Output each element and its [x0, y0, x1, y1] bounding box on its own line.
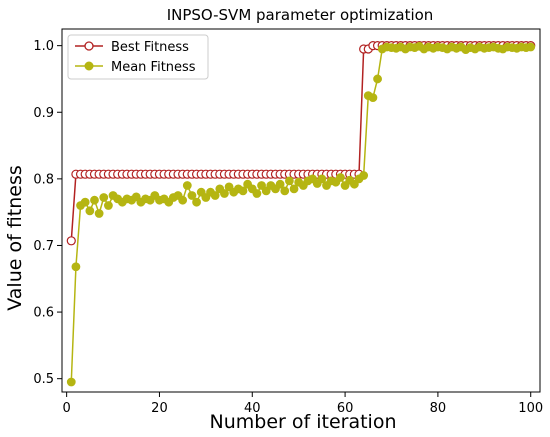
x-tick-label: 20 — [151, 401, 168, 416]
y-tick-label: 0.8 — [33, 172, 54, 187]
mean-fitness-point — [94, 209, 104, 218]
mean-fitness-point — [220, 189, 229, 198]
legend-best-fitness-label: Best Fitness — [111, 40, 189, 55]
x-tick-label: 0 — [63, 401, 71, 416]
mean-fitness-point — [178, 195, 188, 205]
mean-fitness-point — [104, 201, 113, 210]
y-tick-label: 0.7 — [33, 239, 54, 254]
mean-fitness-point — [192, 197, 201, 207]
mean-fitness-point — [99, 193, 109, 202]
best-fitness-point — [66, 236, 76, 246]
mean-fitness-point — [359, 171, 369, 180]
mean-fitness-point — [182, 181, 192, 190]
mean-fitness-point — [280, 186, 290, 196]
legend: Best Fitness Mean Fitness — [67, 34, 209, 80]
mean-fitness-point — [317, 174, 327, 184]
mean-fitness-point — [71, 262, 81, 272]
series-layer — [66, 41, 536, 387]
mean-fitness-point — [252, 189, 262, 198]
legend-mean-fitness-label: Mean Fitness — [111, 60, 196, 75]
y-tick-label: 1.0 — [33, 39, 54, 54]
mean-fitness-point — [373, 74, 382, 84]
mean-fitness-point — [336, 173, 345, 182]
x-tick-label: 40 — [244, 401, 261, 416]
y-axis-title: Value of fitness — [4, 165, 26, 311]
x-tick-label: 80 — [430, 401, 447, 416]
plot-area — [61, 28, 541, 393]
mean-fitness-point — [90, 195, 99, 205]
mean-fitness-point — [368, 93, 378, 102]
legend-mean-fitness-marker — [84, 61, 94, 71]
mean-fitness-point — [80, 197, 90, 207]
x-tick-label: 100 — [518, 401, 543, 416]
y-tick-label: 0.9 — [33, 106, 54, 121]
y-tick-label: 0.5 — [33, 372, 54, 387]
mean-fitness-point — [210, 191, 220, 200]
mean-fitness-point — [85, 206, 95, 216]
y-tick-label: 0.6 — [33, 306, 54, 321]
mean-fitness-point — [526, 42, 536, 52]
mean-fitness-point — [284, 176, 294, 186]
x-tick-label: 60 — [337, 401, 354, 416]
legend-best-fitness-marker — [84, 41, 94, 51]
mean-fitness-point — [66, 377, 76, 387]
x-axis-title: Number of iteration — [210, 411, 397, 433]
mean-fitness-point — [238, 186, 248, 196]
mean-fitness-point — [275, 179, 285, 189]
mean-fitness-point — [187, 191, 197, 200]
series-mean-fitness — [66, 41, 536, 387]
ticks-layer: 0 20 40 60 80 100 0.5 0.6 0.7 0.8 0.9 1.0 — [33, 39, 543, 416]
chart-title: INPSO-SVM parameter optimization — [167, 6, 434, 24]
mean-fitness-point — [289, 184, 299, 194]
